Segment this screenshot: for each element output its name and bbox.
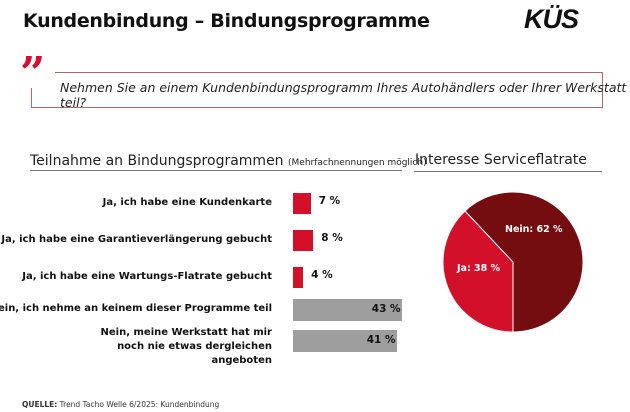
source-label: QUELLE: — [22, 400, 58, 409]
pie-slice-nein — [464, 191, 584, 333]
bar-value-label: 41 % — [366, 334, 396, 346]
bar-category-label: Nein, ich nehme an keinem dieser Program… — [0, 303, 272, 314]
question-frame-top — [55, 72, 603, 73]
bar-category-label: Ja, ich habe eine Kundenkarte — [102, 197, 272, 208]
quote-icon: ” — [20, 48, 46, 99]
bar — [293, 299, 402, 321]
pie-title-divider — [414, 171, 602, 172]
source-note: QUELLE: Trend Tacho Welle 6/2025: Kunden… — [22, 400, 219, 409]
kues-logo: KÜS — [524, 4, 579, 34]
bar — [293, 267, 304, 288]
bar-value-label: 4 % — [311, 269, 333, 281]
bar — [293, 230, 314, 251]
bar-chart-title-text: Teilnahme an Bindungsprogrammen — [30, 153, 284, 169]
pie-slice-label: Nein: 62 % — [505, 224, 563, 235]
survey-question: Nehmen Sie an einem Kundenbindungsprogra… — [60, 80, 627, 110]
bar-value-label: 7 % — [318, 195, 341, 207]
source-text: Trend Tacho Welle 6/2025: Kundenbindung — [59, 400, 220, 409]
bar-category-label: Ja, ich habe eine Wartungs-Flatrate gebu… — [22, 271, 272, 282]
bar-value-label: 8 % — [321, 232, 343, 244]
bar-chart-subtitle: (Mehrfachnennungen möglich) — [288, 158, 427, 168]
page-title: Kundenbindung – Bindungsprogramme — [23, 10, 430, 32]
bar-value-label: 43 % — [371, 303, 401, 315]
bar-title-divider — [30, 170, 402, 171]
question-frame-left — [31, 88, 32, 108]
bar — [293, 193, 311, 214]
bar-chart-title: Teilnahme an Bindungsprogrammen (Mehrfac… — [30, 153, 427, 169]
pie-slice-ja — [442, 210, 514, 333]
bar — [293, 330, 397, 352]
bar-category-label: Nein, meine Werkstatt hat mir noch nie e… — [100, 327, 272, 366]
bar-category-label: Ja, ich habe eine Garantieverlängerung g… — [1, 234, 272, 245]
pie-chart-title: Interesse Serviceflatrate — [415, 152, 587, 168]
question-frame — [32, 72, 603, 108]
pie-slice-label: Ja: 38 % — [456, 263, 501, 274]
